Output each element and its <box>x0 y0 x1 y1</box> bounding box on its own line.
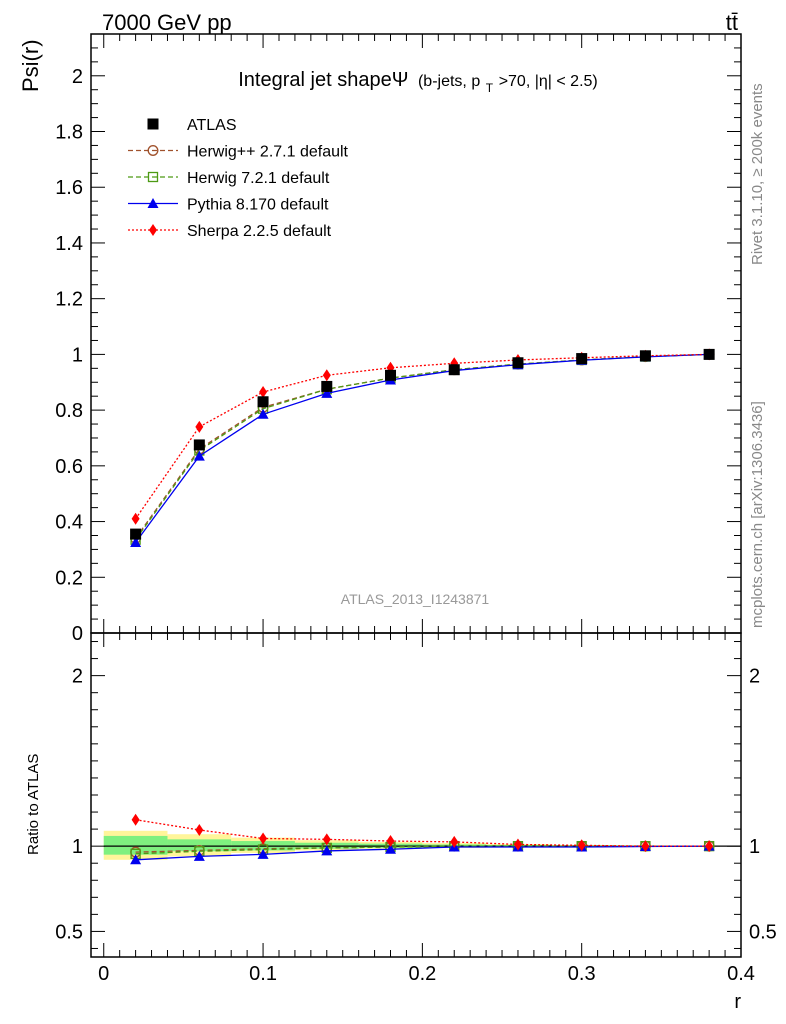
plot-title: Integral jet shapeΨ (b-jets, p T >70, |η… <box>238 69 597 97</box>
legend-marker <box>147 145 159 156</box>
ratio-data-point <box>577 839 586 852</box>
ratio-series-3 <box>131 813 714 853</box>
ratio-series-line <box>135 819 710 847</box>
ratio-y-tick-label: 0.5 <box>55 921 83 943</box>
data-point <box>130 536 142 547</box>
analysis-label: ATLAS_2013_I1243871 <box>341 591 490 607</box>
series-line <box>135 353 710 541</box>
ratio-y-tick-label: 1 <box>749 836 760 858</box>
x-tick-label: 0.1 <box>249 963 277 985</box>
data-point <box>259 386 268 399</box>
data-point <box>257 408 269 419</box>
ratio-data-point <box>386 835 395 848</box>
ratio-y-tick-label: 0.5 <box>749 921 777 943</box>
series-line <box>135 353 710 520</box>
ratio-data-point <box>641 840 650 853</box>
plot-title-suffix: >70, |η| < 2.5) <box>499 73 598 90</box>
mcplots-label: mcplots.cern.ch [arXiv:1306.3436] <box>749 401 766 628</box>
y-tick-label: 1 <box>72 344 83 366</box>
y-tick-label: 1.2 <box>55 289 83 311</box>
plot-title-sub: T <box>486 81 494 95</box>
data-point <box>193 439 205 451</box>
data-point <box>130 528 142 540</box>
x-axis-title: r <box>734 991 741 1013</box>
band-stat <box>103 835 168 855</box>
ratio-frame <box>90 632 742 958</box>
legend-label: Herwig 7.2.1 default <box>187 170 330 187</box>
legend-label: ATLAS <box>187 117 237 134</box>
y-tick-label: 0.4 <box>55 512 83 534</box>
data-point <box>321 387 333 398</box>
series-line <box>135 353 710 539</box>
y-tick-label: 1.4 <box>55 233 83 255</box>
data-point <box>322 369 331 382</box>
y-tick-label: 2 <box>72 66 83 88</box>
data-point <box>639 350 651 362</box>
ratio-y-axis-title: Ratio to ATLAS <box>25 754 42 855</box>
ratio-data-point <box>130 854 142 865</box>
data-point <box>195 420 204 433</box>
y-tick-label: 0.8 <box>55 400 83 422</box>
data-point <box>131 512 140 525</box>
x-tick-label: 0 <box>98 963 109 985</box>
ratio-y-tick-label: 1 <box>72 836 83 858</box>
data-point <box>193 450 205 461</box>
series-1 <box>130 348 715 544</box>
ratio-panel: 0.5 0.5 1 1 2 2 0 0.1 0.2 0.3 0.4 <box>55 632 777 985</box>
main-panel: 0 0.2 0.4 0.6 0.8 1 1.2 1.4 1.6 1.8 2 <box>55 33 742 645</box>
y-tick-label: 1.8 <box>55 122 83 144</box>
ratio-data-point <box>385 843 397 854</box>
ratio-data-point <box>131 813 140 826</box>
series-4 <box>131 348 714 525</box>
plot-title-main: Integral jet shapeΨ <box>238 69 408 91</box>
ratio-series-2 <box>130 840 715 865</box>
series-0 <box>130 348 715 540</box>
x-tick-label: 0.2 <box>408 963 436 985</box>
ratio-y-tick-label: 2 <box>72 666 83 688</box>
x-tick-label: 0.4 <box>727 963 755 985</box>
ratio-y-tick-label: 2 <box>749 666 760 688</box>
data-point <box>512 357 524 369</box>
legend: ATLAS Herwig++ 2.7.1 default Herwig 7.2.1 … <box>128 117 349 240</box>
ratio-data-point <box>257 848 269 859</box>
data-point <box>576 353 588 365</box>
ratio-data-point <box>322 833 331 846</box>
legend-marker <box>147 171 159 183</box>
ratio-data-point <box>193 850 205 861</box>
series-2 <box>130 349 715 545</box>
y-tick-label: 0.6 <box>55 456 83 478</box>
legend-marker <box>149 224 157 236</box>
ratio-data-point <box>195 823 204 836</box>
series-3 <box>130 348 715 547</box>
data-point <box>257 396 269 408</box>
legend-label: Herwig++ 2.7.1 default <box>187 144 349 161</box>
x-tick-label: 0.3 <box>568 963 596 985</box>
ratio-data-point <box>259 832 268 845</box>
process-label: tt̄ <box>726 10 738 35</box>
series-line <box>135 353 710 543</box>
ratio-data-point <box>705 840 714 853</box>
y-tick-label: 0 <box>72 623 83 645</box>
plot-title-prefix: (b-jets, p <box>418 73 480 90</box>
energy-label: 7000 GeV pp <box>102 10 232 35</box>
data-point <box>321 380 333 392</box>
data-point <box>448 364 460 376</box>
legend-label: Sherpa 2.2.5 default <box>187 223 332 240</box>
ratio-data-point <box>450 835 459 848</box>
ratio-data-point <box>321 845 333 856</box>
rivet-label: Rivet 3.1.10, ≥ 200k events <box>749 83 766 265</box>
ratio-data-point <box>513 838 522 851</box>
y-tick-label: 1.6 <box>55 177 83 199</box>
data-point <box>703 348 715 360</box>
legend-marker <box>147 198 159 208</box>
legend-marker <box>147 118 159 130</box>
data-point <box>385 369 397 381</box>
ratio-series-line <box>135 845 710 861</box>
y-tick-label: 0.2 <box>55 567 83 589</box>
y-axis-title: Psi(r) <box>18 39 43 92</box>
legend-label: Pythia 8.170 default <box>187 197 329 214</box>
